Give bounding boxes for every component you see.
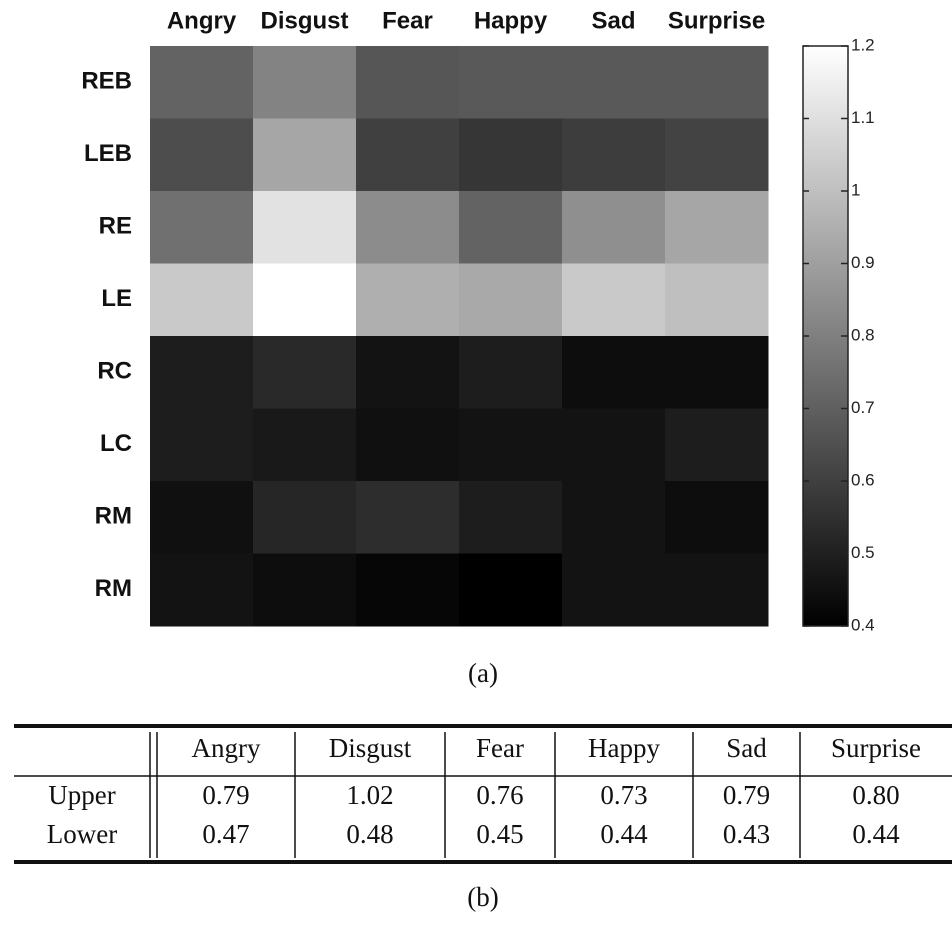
heatmap-cell — [562, 46, 666, 119]
table-cell: 0.76 — [476, 780, 523, 810]
heatmap-cell — [665, 263, 769, 337]
heatmap-cell — [253, 46, 357, 119]
heatmap-cell — [356, 191, 460, 264]
table-cell: 0.44 — [600, 819, 648, 849]
heatmap-cell — [356, 481, 460, 554]
heatmap-cell — [562, 553, 666, 627]
heatmap-cell — [459, 408, 563, 482]
heatmap-cell — [356, 408, 460, 482]
table-cell: 0.45 — [476, 819, 523, 849]
x-label: Disgust — [260, 7, 348, 34]
heatmap-cell — [150, 46, 254, 119]
x-label: Surprise — [668, 7, 765, 34]
heatmap-cell — [150, 553, 254, 627]
colorbar-label: 0.8 — [851, 325, 875, 344]
heatmap-cell — [253, 191, 357, 264]
colorbar — [802, 45, 849, 627]
table-header: Sad — [726, 733, 767, 763]
x-label: Happy — [474, 7, 548, 34]
colorbar-label: 0.4 — [851, 615, 875, 634]
x-label: Sad — [591, 7, 635, 34]
y-label: RC — [97, 358, 132, 385]
caption: (a) — [468, 658, 498, 688]
table-header: Disgust — [329, 733, 412, 763]
heatmap-cell — [459, 481, 563, 554]
colorbar-label: 0.7 — [851, 398, 875, 417]
heatmap-cell — [562, 263, 666, 337]
table-cell: 0.79 — [723, 780, 770, 810]
heatmap-cell — [356, 46, 460, 119]
heatmap-cell — [665, 46, 769, 119]
heatmap-cell — [562, 191, 666, 264]
table-cell: 0.43 — [723, 819, 770, 849]
x-label: Fear — [382, 7, 433, 34]
colorbar-label: 0.5 — [851, 543, 875, 562]
y-label: REB — [81, 68, 132, 95]
heatmap-cell — [665, 118, 769, 192]
heatmap-cell — [459, 118, 563, 192]
heatmap-cell — [150, 191, 254, 264]
heatmap-cell — [253, 481, 357, 554]
y-label: LEB — [84, 140, 132, 167]
heatmap-cell — [356, 263, 460, 337]
heatmap-cell — [665, 553, 769, 627]
y-label: RM — [95, 503, 132, 530]
heatmap-cell — [253, 263, 357, 337]
table-cell: 0.48 — [346, 819, 393, 849]
table-header: Fear — [476, 733, 524, 763]
colorbar-label: 1.1 — [851, 108, 875, 127]
heatmap-cell — [562, 118, 666, 192]
table-cell: Upper — [48, 780, 115, 810]
heatmap-cell — [459, 191, 563, 264]
heatmap-cell — [150, 263, 254, 337]
table-cell: 0.79 — [202, 780, 249, 810]
table-cell: 1.02 — [346, 780, 393, 810]
y-label: LE — [101, 285, 132, 312]
heatmap-cell — [253, 336, 357, 409]
heatmap-cell — [253, 553, 357, 627]
colorbar-label: 1 — [851, 180, 860, 199]
colorbar-label: 0.9 — [851, 253, 875, 272]
heatmap-cell — [253, 408, 357, 482]
table-cell: Lower — [47, 819, 117, 849]
heatmap-cell — [459, 263, 563, 337]
heatmap-cell — [150, 481, 254, 554]
table-header: Angry — [192, 733, 261, 763]
heatmap-cell — [253, 118, 357, 192]
caption: (b) — [467, 882, 498, 912]
colorbar-label: 1.2 — [851, 35, 875, 54]
heatmap-cell — [459, 46, 563, 119]
y-label: LC — [100, 430, 132, 457]
heatmap-cell — [665, 191, 769, 264]
heatmap-cell — [562, 336, 666, 409]
heatmap-cell — [459, 553, 563, 627]
heatmap-cell — [356, 118, 460, 192]
heatmap-cell — [562, 408, 666, 482]
heatmap-cell — [150, 118, 254, 192]
heatmap-cell — [459, 336, 563, 409]
y-label: RE — [99, 213, 132, 240]
table-cell: 0.44 — [852, 819, 900, 849]
heatmap-cell — [356, 553, 460, 627]
table-cell: 0.47 — [202, 819, 249, 849]
table-cell: 0.73 — [600, 780, 647, 810]
heatmap-cell — [665, 481, 769, 554]
heatmap-cell — [150, 408, 254, 482]
y-label: RM — [95, 575, 132, 602]
heatmap-cell — [665, 408, 769, 482]
heatmap-cell — [562, 481, 666, 554]
table-cell: 0.80 — [852, 780, 899, 810]
heatmap-cell — [665, 336, 769, 409]
colorbar-label: 0.6 — [851, 470, 875, 489]
heatmap-cell — [150, 336, 254, 409]
table-header: Surprise — [831, 733, 921, 763]
table-header: Happy — [588, 733, 660, 763]
x-label: Angry — [167, 7, 237, 34]
heatmap-cell — [356, 336, 460, 409]
